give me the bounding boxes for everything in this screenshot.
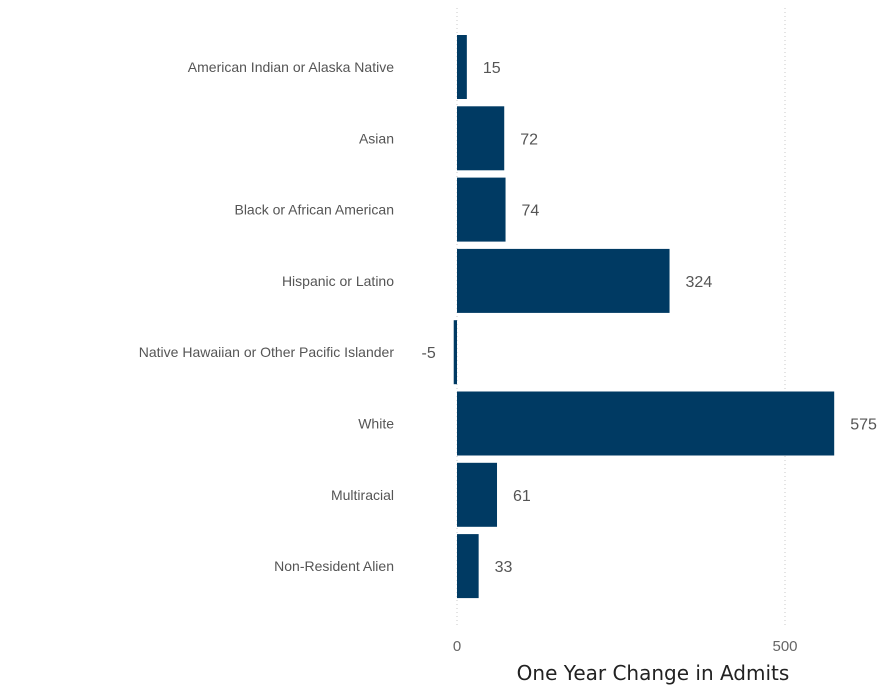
- x-axis-title: One Year Change in Admits: [517, 661, 790, 685]
- bar: [457, 177, 506, 242]
- value-label: 324: [686, 274, 713, 291]
- bar: [457, 35, 467, 99]
- x-tick-label: 500: [772, 638, 797, 655]
- category-label: Black or African American: [234, 202, 394, 218]
- value-label: 575: [850, 417, 877, 434]
- category-label: White: [358, 416, 394, 432]
- bar: [457, 106, 505, 171]
- x-tick-label: 0: [453, 638, 461, 655]
- category-label: Non-Resident Alien: [274, 558, 394, 574]
- category-label: American Indian or Alaska Native: [188, 59, 394, 75]
- value-label: -5: [421, 345, 435, 362]
- value-label: 72: [520, 131, 538, 148]
- category-label: Native Hawaiian or Other Pacific Islande…: [139, 344, 395, 360]
- category-label: Asian: [359, 130, 394, 146]
- x-axis-ticks: 0 500: [453, 638, 798, 655]
- bar: [457, 391, 835, 456]
- category-label: Hispanic or Latino: [282, 273, 394, 289]
- value-labels: 15 72 74 324 -5 575 61 33: [421, 60, 877, 576]
- bar: [457, 248, 670, 313]
- value-label: 15: [483, 60, 501, 77]
- value-label: 74: [522, 203, 540, 220]
- bar: [457, 462, 498, 527]
- bars: [453, 35, 835, 599]
- category-label: Multiracial: [331, 487, 394, 503]
- bar: [453, 320, 457, 385]
- value-label: 61: [513, 488, 531, 505]
- bar: [457, 534, 479, 599]
- gridlines: [456, 8, 786, 625]
- value-label: 33: [495, 559, 513, 576]
- category-labels: American Indian or Alaska Native Asian Bla…: [139, 59, 395, 574]
